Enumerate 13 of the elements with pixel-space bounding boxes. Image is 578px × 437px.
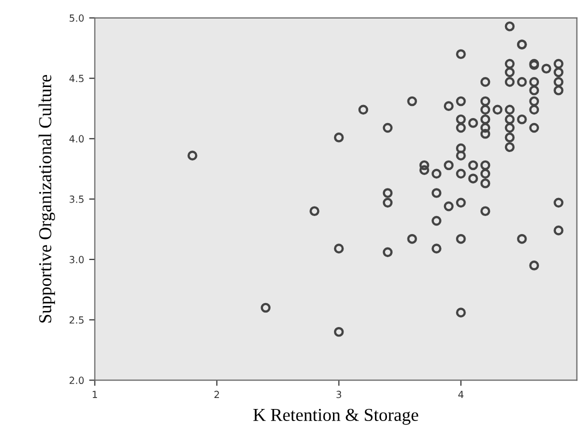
- y-tick-label: 3.0: [70, 256, 84, 264]
- y-tick-label: 3.5: [70, 196, 84, 203]
- x-tick-label: 4: [458, 390, 464, 398]
- x-tick-label: 2: [214, 390, 219, 398]
- y-tick-label: 4.0: [69, 135, 84, 143]
- y-axis-title: Supportive Organizational Culture: [38, 74, 56, 323]
- x-tick-label: 1: [92, 390, 97, 398]
- x-axis-title: K Retention & Storage: [253, 408, 418, 425]
- y-tick-label: 4.5: [69, 74, 84, 82]
- x-tick-label: 3: [336, 390, 342, 398]
- y-tick-label: 2.0: [70, 376, 84, 384]
- y-tick-label: 2.5: [70, 316, 84, 324]
- y-tick-label: 5.0: [70, 14, 84, 22]
